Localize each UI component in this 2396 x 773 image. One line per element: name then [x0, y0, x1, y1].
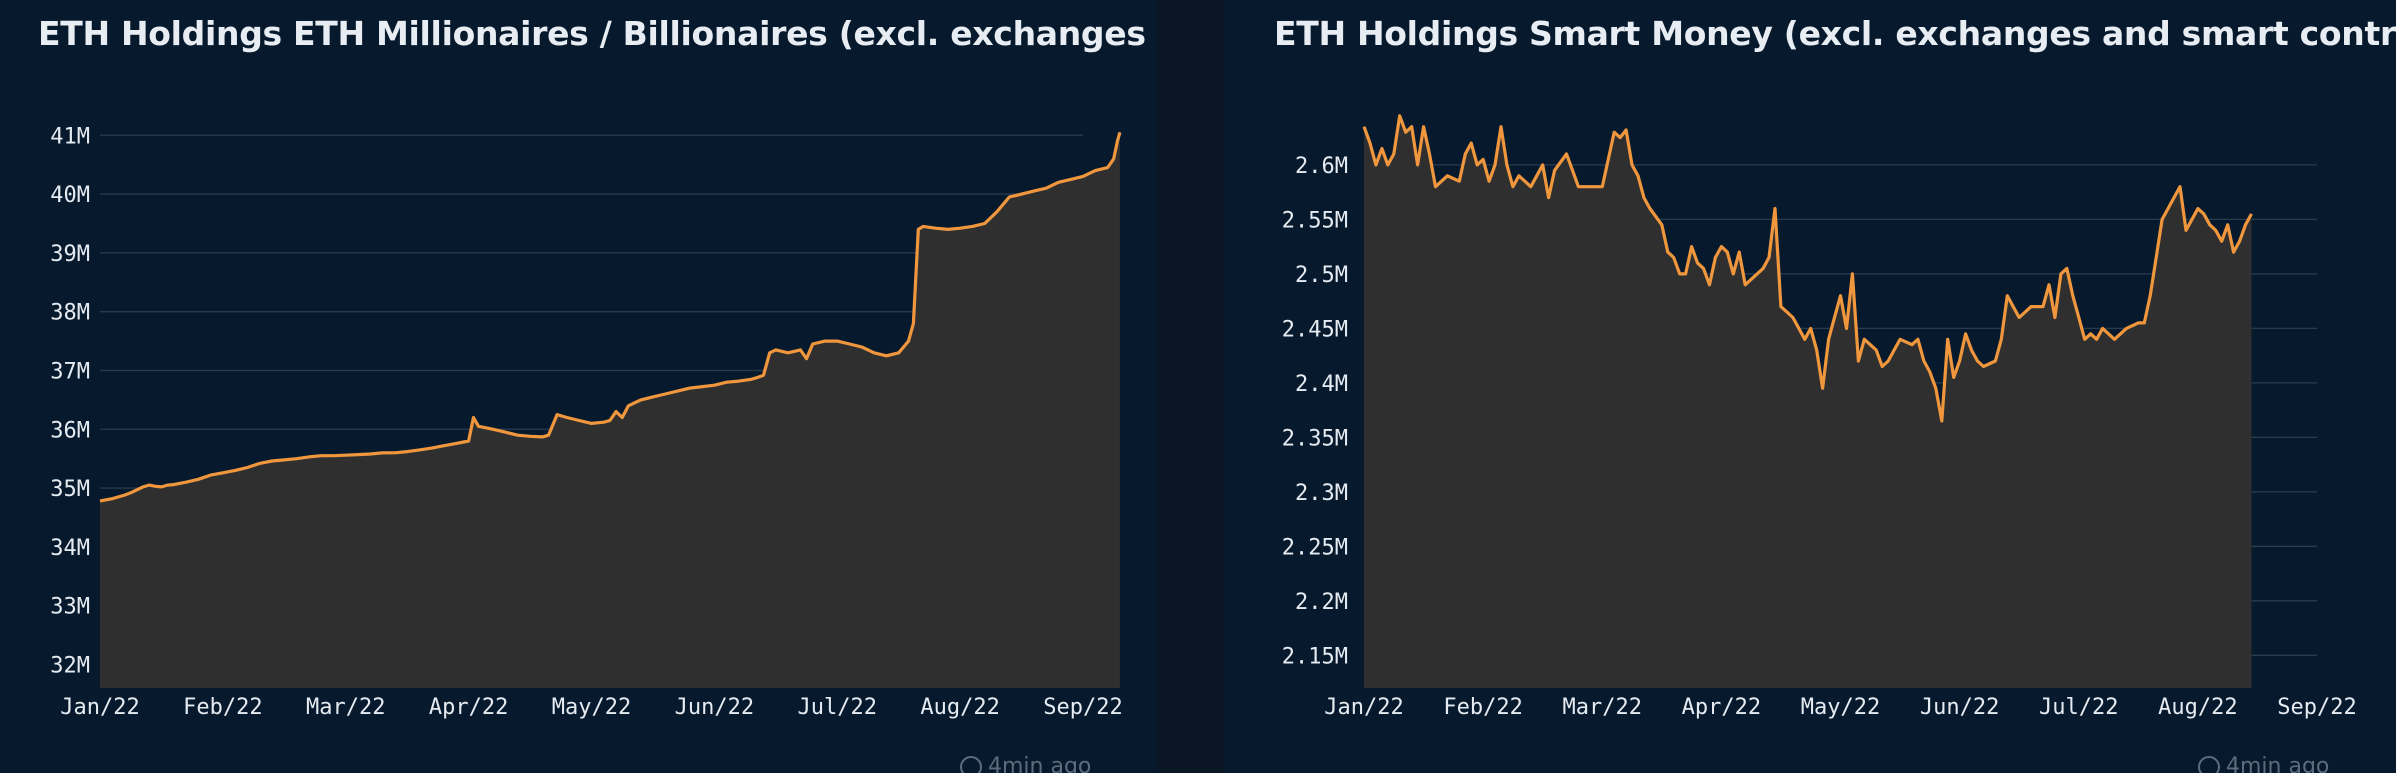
clock-icon	[960, 756, 982, 773]
series-line	[99, 131, 1122, 503]
x-tick-label: Aug/22	[920, 695, 999, 720]
x-tick-label: Jan/22	[1324, 695, 1403, 720]
y-tick-label: 35M	[50, 477, 90, 502]
y-tick-label: 2.4M	[1295, 372, 1348, 397]
x-tick-label: Aug/22	[2158, 695, 2237, 720]
y-tick-label: 2.6M	[1295, 154, 1348, 179]
series-area	[1364, 115, 2252, 689]
panel-gap	[1158, 0, 1224, 773]
clock-icon	[2198, 756, 2220, 773]
x-tick-label: Feb/22	[1443, 695, 1522, 720]
chart-title: ETH Holdings ETH Millionaires / Billiona…	[38, 14, 1158, 53]
y-tick-label: 34M	[50, 536, 90, 561]
refresh-time: 4min ago	[2226, 754, 2330, 773]
chart-svg[interactable]: 32M 33M 34M 35M 36M 37M 38M 39M 40M 41M Jan/22 Feb/…	[0, 0, 1158, 773]
x-tick-label: Jun/22	[675, 695, 754, 720]
y-tick-label: 2.3M	[1295, 481, 1348, 506]
y-tick-label: 2.35M	[1282, 426, 1348, 451]
x-tick-label: Jul/22	[2039, 695, 2118, 720]
x-tick-label: Jun/22	[1920, 695, 1999, 720]
y-tick-label: 2.45M	[1282, 317, 1348, 342]
refresh-status: 4min ago	[2198, 754, 2329, 773]
x-tick-label: Jan/22	[60, 695, 139, 720]
refresh-status: 4min ago	[960, 754, 1091, 773]
y-tick-label: 38M	[50, 301, 90, 326]
x-tick-label: Apr/22	[429, 695, 508, 720]
y-tick-label: 33M	[50, 595, 90, 620]
y-tick-label: 36M	[50, 418, 90, 443]
x-tick-label: Apr/22	[1682, 695, 1761, 720]
series-area	[100, 132, 1120, 689]
y-tick-label: 32M	[50, 653, 90, 678]
chart-panel-smart-money: ETH Holdings Smart Money (excl. exchange…	[1224, 0, 2396, 773]
x-tick-label: Sep/22	[2277, 695, 2356, 720]
refresh-time: 4min ago	[988, 754, 1092, 773]
chart-panel-millionaires: ETH Holdings ETH Millionaires / Billiona…	[0, 0, 1158, 773]
y-tick-label: 2.25M	[1282, 535, 1348, 560]
x-tick-label: Mar/22	[1563, 695, 1642, 720]
y-tick-label: 37M	[50, 359, 90, 384]
y-tick-label: 40M	[50, 183, 90, 208]
y-tick-label: 2.55M	[1282, 208, 1348, 233]
y-tick-label: 39M	[50, 242, 90, 267]
y-tick-label: 2.15M	[1282, 644, 1348, 669]
x-tick-label: Sep/22	[1043, 695, 1122, 720]
x-tick-label: Jul/22	[798, 695, 877, 720]
x-tick-label: Feb/22	[183, 695, 262, 720]
x-tick-label: May/22	[552, 695, 631, 720]
chart-svg[interactable]: 2.15M 2.2M 2.25M 2.3M 2.35M 2.4M 2.45M 2.5M 2.55…	[1224, 0, 2396, 773]
y-tick-label: 2.5M	[1295, 263, 1348, 288]
x-tick-label: Mar/22	[306, 695, 385, 720]
chart-title: ETH Holdings Smart Money (excl. exchange…	[1274, 14, 2396, 53]
x-tick-label: May/22	[1801, 695, 1880, 720]
series-line	[1362, 114, 2253, 423]
y-tick-label: 2.2M	[1295, 590, 1348, 615]
y-tick-label: 41M	[50, 124, 90, 149]
